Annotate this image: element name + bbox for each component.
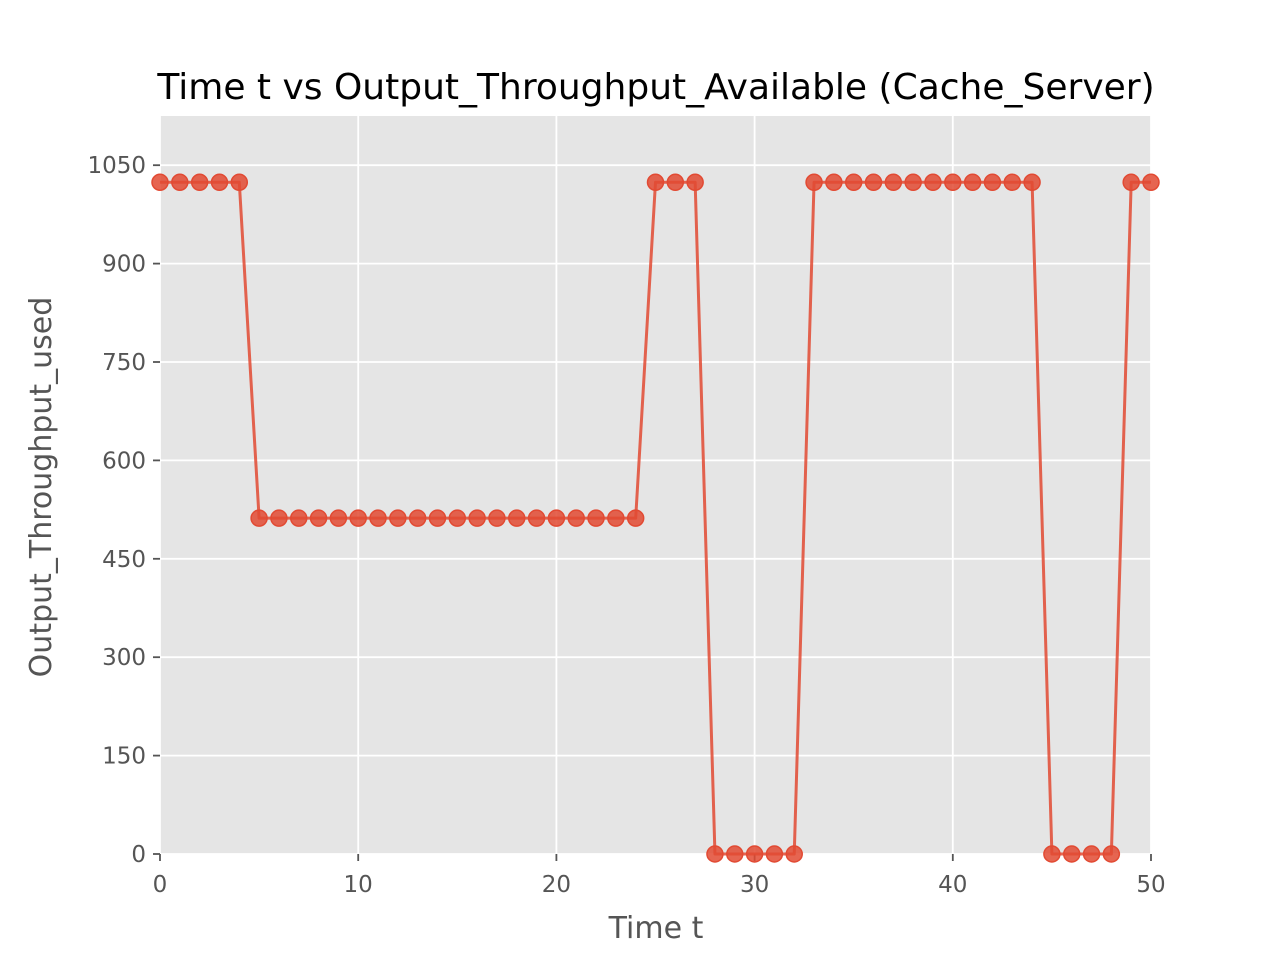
data-point bbox=[547, 509, 566, 527]
data-point bbox=[1003, 173, 1022, 192]
data-point bbox=[607, 509, 625, 527]
y-tick-label: 600 bbox=[102, 448, 146, 474]
x-axis-label: Time t bbox=[608, 911, 704, 946]
data-point bbox=[527, 509, 546, 527]
data-point bbox=[884, 173, 903, 192]
x-tick-label: 40 bbox=[938, 872, 967, 898]
grid bbox=[159, 116, 1152, 855]
data-point bbox=[508, 509, 526, 527]
data-point bbox=[726, 845, 744, 863]
data-point bbox=[983, 173, 1002, 192]
data-point bbox=[1043, 845, 1061, 863]
x-tick-label: 30 bbox=[740, 872, 769, 898]
data-point bbox=[289, 509, 308, 527]
data-point bbox=[171, 173, 189, 192]
data-point bbox=[190, 173, 209, 192]
y-tick-label: 1050 bbox=[87, 153, 146, 179]
data-point bbox=[745, 845, 764, 863]
chart-title: Time t vs Output_Throughput_Available (C… bbox=[156, 67, 1154, 108]
data-point bbox=[924, 173, 942, 192]
plot-area bbox=[160, 116, 1151, 854]
data-point bbox=[210, 173, 229, 192]
data-point bbox=[369, 509, 387, 527]
y-tick-label: 300 bbox=[102, 645, 146, 671]
data-point bbox=[428, 509, 447, 527]
data-point bbox=[765, 845, 784, 863]
data-point bbox=[250, 509, 268, 527]
data-point bbox=[1102, 845, 1121, 863]
x-tick-label: 20 bbox=[542, 872, 571, 898]
data-point bbox=[230, 173, 249, 192]
data-point bbox=[626, 509, 645, 527]
data-point bbox=[270, 509, 288, 527]
data-point bbox=[151, 173, 169, 192]
data-point bbox=[646, 173, 665, 192]
data-point bbox=[389, 509, 407, 527]
data-point bbox=[904, 173, 922, 192]
y-axis-ticks: 0 150 300 450 600 750 900 1050 bbox=[87, 153, 160, 868]
data-point bbox=[666, 173, 685, 192]
data-point bbox=[1122, 173, 1140, 192]
y-tick-label: 450 bbox=[102, 547, 146, 573]
data-point bbox=[785, 845, 803, 863]
data-point bbox=[944, 173, 962, 192]
data-point bbox=[329, 509, 348, 527]
data-point bbox=[1023, 173, 1041, 192]
x-axis-ticks: 0 10 20 30 40 50 bbox=[153, 854, 1166, 898]
x-tick-label: 50 bbox=[1136, 872, 1165, 898]
x-tick-label: 0 bbox=[153, 872, 168, 898]
y-tick-label: 900 bbox=[102, 252, 146, 278]
data-point bbox=[1082, 845, 1101, 863]
data-point bbox=[963, 173, 982, 192]
data-point bbox=[1062, 845, 1081, 863]
x-tick-label: 10 bbox=[344, 872, 373, 898]
y-tick-label: 0 bbox=[131, 842, 146, 868]
data-point bbox=[864, 173, 883, 192]
data-point bbox=[448, 509, 467, 527]
data-point bbox=[468, 509, 486, 527]
data-point bbox=[706, 845, 724, 863]
data-point bbox=[844, 173, 863, 192]
data-point bbox=[587, 509, 605, 527]
data-point bbox=[686, 173, 704, 192]
data-point bbox=[1142, 173, 1160, 192]
data-point bbox=[488, 509, 506, 527]
series-output-throughput bbox=[151, 173, 1160, 863]
data-point bbox=[825, 173, 843, 192]
data-point bbox=[349, 509, 367, 527]
data-point bbox=[567, 509, 585, 527]
data-point bbox=[805, 173, 823, 192]
y-axis-label: Output_Throughput_used bbox=[24, 297, 59, 678]
y-tick-label: 750 bbox=[102, 350, 146, 376]
data-point bbox=[309, 509, 328, 527]
y-tick-label: 150 bbox=[102, 744, 146, 770]
data-point bbox=[408, 509, 427, 527]
